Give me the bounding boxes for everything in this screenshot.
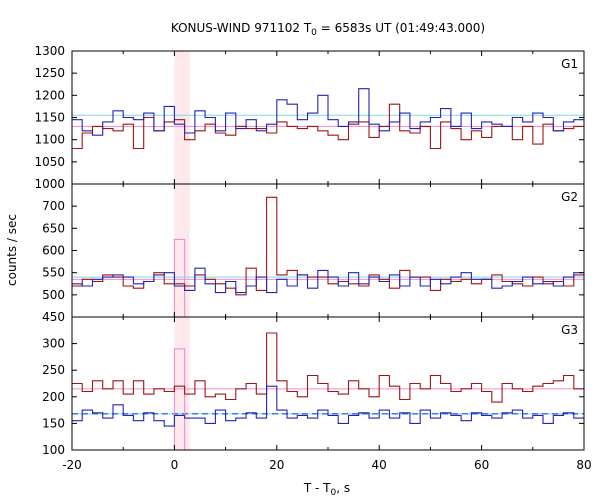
panel-g1: 1000 1050 1100 1150 1200 1250 1300 G1 xyxy=(34,44,585,191)
panel-frame xyxy=(71,183,585,318)
panel-g2: 450 500 550 600 650 700 G2 xyxy=(42,183,585,324)
y-tick-label: 100 xyxy=(42,443,65,457)
y-tick-label: 500 xyxy=(42,288,65,302)
y-tick-label: 250 xyxy=(42,363,65,377)
panel-g3: 100 150 200 250 300 G3 xyxy=(42,316,585,457)
panel-label: G1 xyxy=(561,57,578,71)
y-tick-label: 700 xyxy=(42,199,65,213)
y-tick-label: 450 xyxy=(42,310,65,324)
y-axis-label: counts / sec xyxy=(5,214,19,286)
y-tick-label: 650 xyxy=(42,221,65,235)
x-axis-label: T - T0, s xyxy=(303,481,350,498)
x-tick-label: 80 xyxy=(576,458,591,472)
y-tick-label: 1000 xyxy=(34,177,65,191)
chart-title: KONUS-WIND 971102 T0 = 6583s UT (01:49:4… xyxy=(171,21,485,38)
series-red-g2 xyxy=(72,196,584,296)
x-tick-label: 20 xyxy=(269,458,284,472)
y-tick-label: 200 xyxy=(42,390,65,404)
y-tick-label: 1200 xyxy=(34,88,65,102)
series-pink-g3 xyxy=(173,348,186,450)
series-blue-g2 xyxy=(72,267,584,294)
y-tick-label: 1300 xyxy=(34,44,65,58)
panel-label: G3 xyxy=(561,323,578,337)
x-tick-label: -20 xyxy=(62,458,82,472)
y-tick-label: 600 xyxy=(42,244,65,258)
x-tick-label: 60 xyxy=(474,458,489,472)
panel-label: G2 xyxy=(561,190,578,204)
plot-layer: 1000105011001150120012501300G14505005506… xyxy=(34,44,591,472)
y-tick-label: 1100 xyxy=(34,133,65,147)
y-tick-label: 150 xyxy=(42,416,65,430)
series-blue-g1 xyxy=(72,88,584,136)
y-tick-label: 1250 xyxy=(34,66,65,80)
y-tick-label: 1150 xyxy=(34,111,65,125)
series-blue-g3 xyxy=(72,385,584,427)
y-tick-label: 550 xyxy=(42,266,65,280)
highlight-band xyxy=(174,51,190,450)
series-red-g3 xyxy=(72,332,584,403)
y-tick-label: 1050 xyxy=(34,155,65,169)
x-tick-label: 40 xyxy=(372,458,387,472)
y-tick-label: 300 xyxy=(42,337,65,351)
x-tick-label: 0 xyxy=(171,458,179,472)
